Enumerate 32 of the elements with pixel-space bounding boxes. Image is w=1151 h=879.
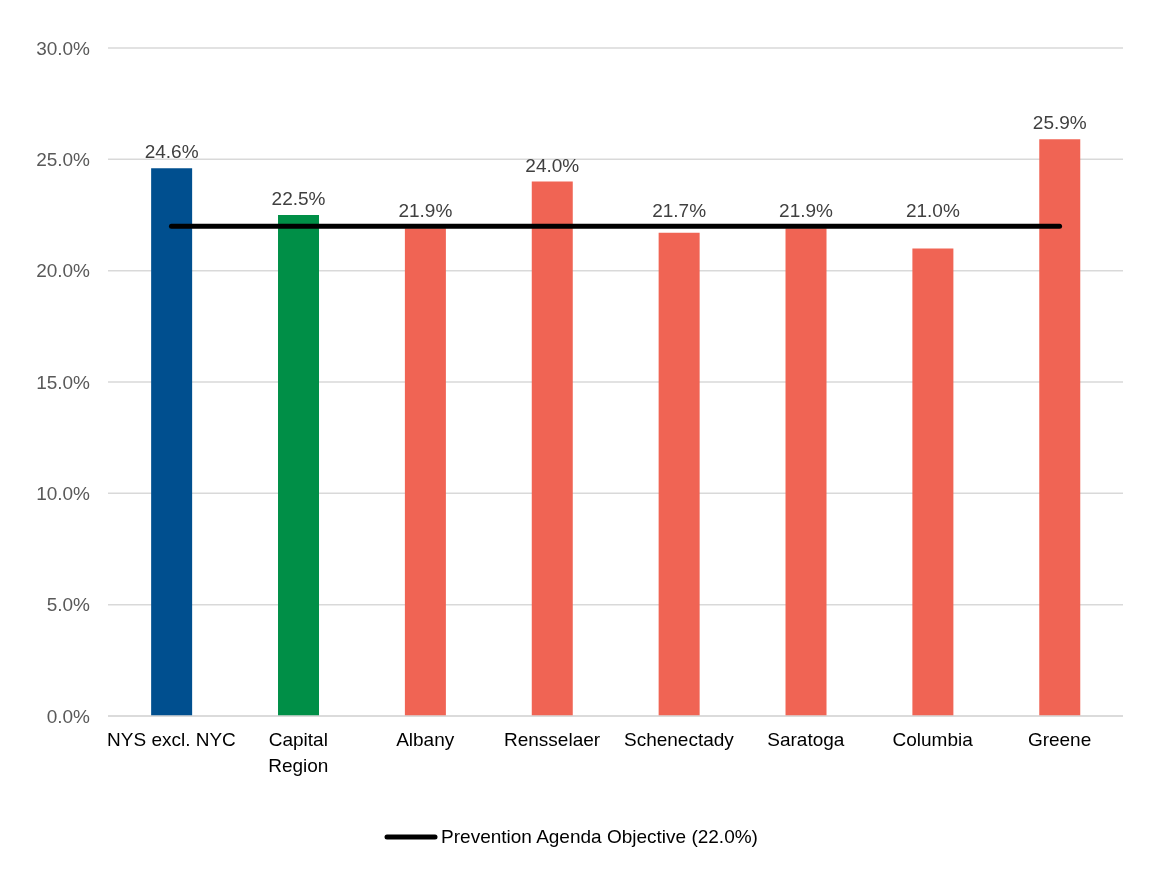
x-tick-label: Columbia bbox=[892, 729, 974, 750]
data-label: 21.7% bbox=[652, 200, 707, 222]
data-label: 21.9% bbox=[398, 200, 453, 222]
bar bbox=[785, 228, 827, 716]
x-tick-label: Saratoga bbox=[767, 729, 845, 750]
y-tick-label: 0.0% bbox=[46, 705, 91, 727]
x-tick-label: Rensselaer bbox=[504, 729, 601, 750]
data-label: 24.6% bbox=[144, 141, 199, 163]
bar bbox=[278, 215, 320, 716]
x-tick-label: Albany bbox=[396, 729, 455, 750]
x-tick-label: Capital Region bbox=[268, 729, 329, 776]
x-tick-label: Greene bbox=[1027, 729, 1092, 750]
x-tick-label: Schenectady bbox=[624, 729, 735, 750]
bar bbox=[658, 232, 700, 716]
data-label: 25.9% bbox=[1032, 112, 1087, 134]
y-tick-label: 20.0% bbox=[36, 260, 91, 282]
bar bbox=[151, 168, 193, 716]
y-tick-label: 10.0% bbox=[36, 483, 91, 505]
data-label: 22.5% bbox=[271, 188, 326, 209]
bar bbox=[912, 248, 954, 716]
y-tick-label: 25.0% bbox=[36, 149, 91, 171]
y-tick-label: 5.0% bbox=[46, 594, 91, 616]
data-label: 21.0% bbox=[905, 200, 960, 222]
bar bbox=[404, 228, 446, 716]
data-label: 21.9% bbox=[779, 200, 834, 222]
data-label: 24.0% bbox=[525, 154, 580, 176]
x-tick-label: NYS excl. NYC bbox=[107, 729, 236, 750]
legend-label: Prevention Agenda Objective (22.0%) bbox=[441, 826, 758, 848]
bar bbox=[531, 181, 573, 716]
bar bbox=[1039, 139, 1081, 716]
y-tick-label: 15.0% bbox=[36, 371, 91, 393]
y-tick-label: 30.0% bbox=[36, 37, 91, 59]
